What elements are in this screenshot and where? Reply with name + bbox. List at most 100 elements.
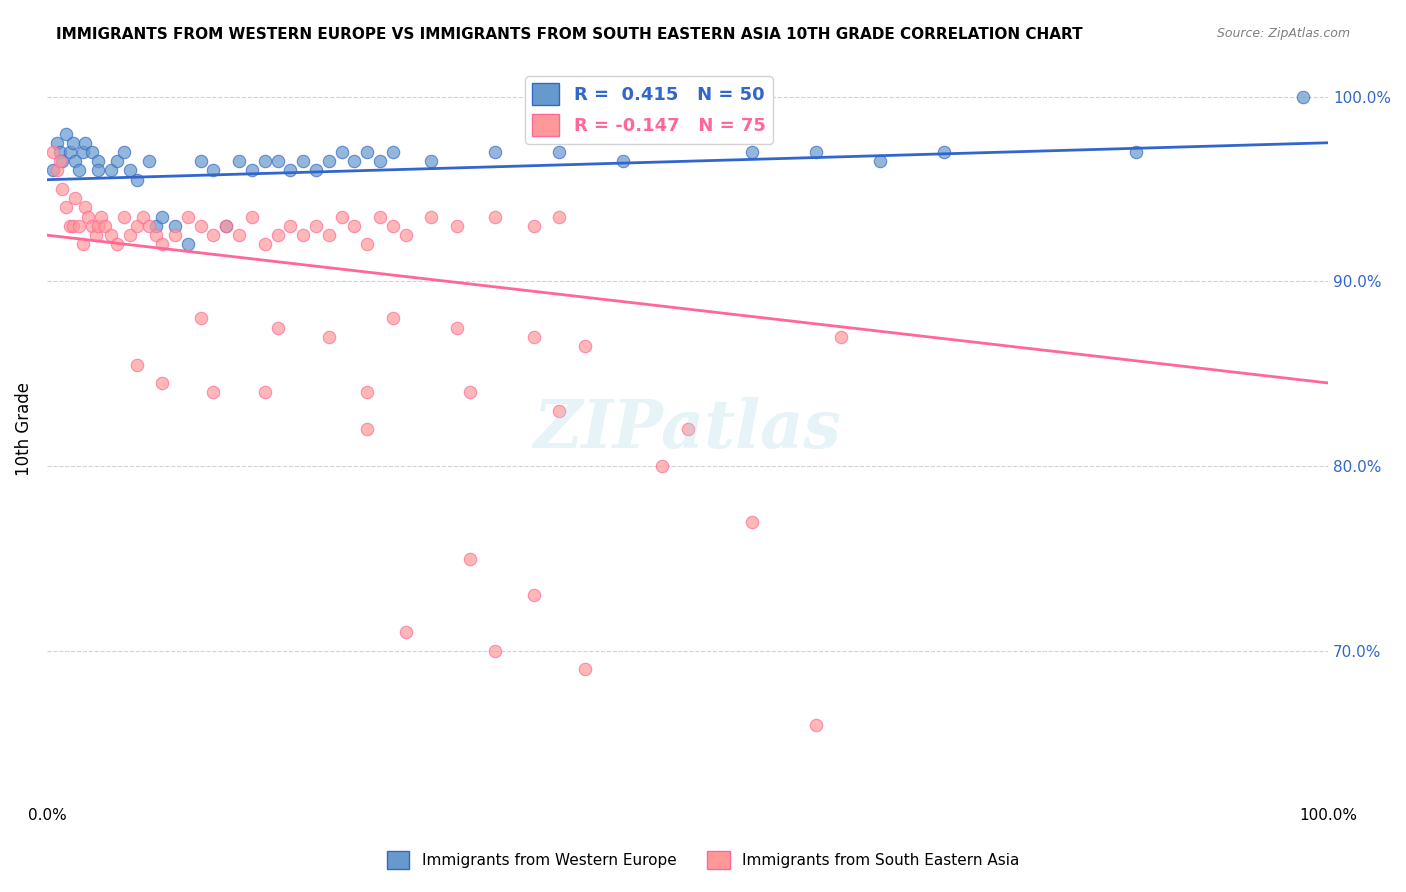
Point	[804, 718, 827, 732]
Text: IMMIGRANTS FROM WESTERN EUROPE VS IMMIGRANTS FROM SOUTH EASTERN ASIA 10TH GRADE : IMMIGRANTS FROM WESTERN EUROPE VS IMMIGR…	[56, 27, 1083, 42]
Point	[368, 154, 391, 169]
Point	[125, 172, 148, 186]
Point	[145, 228, 167, 243]
Point	[75, 136, 97, 150]
Point	[90, 210, 112, 224]
Point	[177, 210, 200, 224]
Point	[202, 163, 225, 178]
Point	[84, 228, 107, 243]
Point	[356, 237, 378, 252]
Point	[228, 154, 250, 169]
Legend: R =  0.415   N = 50, R = -0.147   N = 75: R = 0.415 N = 50, R = -0.147 N = 75	[526, 76, 773, 144]
Point	[266, 154, 288, 169]
Point	[46, 163, 69, 178]
Point	[105, 154, 128, 169]
Point	[548, 210, 571, 224]
Point	[190, 154, 212, 169]
Point	[87, 163, 110, 178]
Point	[87, 219, 110, 233]
Point	[100, 228, 122, 243]
Point	[67, 163, 90, 178]
Point	[163, 219, 186, 233]
Point	[120, 228, 142, 243]
Point	[446, 320, 468, 334]
Point	[356, 145, 378, 159]
Point	[253, 385, 276, 400]
Point	[150, 376, 173, 390]
Point	[266, 228, 288, 243]
Point	[177, 237, 200, 252]
Point	[190, 311, 212, 326]
Point	[202, 385, 225, 400]
Point	[63, 154, 86, 169]
Point	[523, 589, 546, 603]
Point	[150, 237, 173, 252]
Point	[343, 219, 366, 233]
Point	[72, 237, 94, 252]
Point	[51, 182, 73, 196]
Point	[612, 154, 634, 169]
Point	[484, 210, 506, 224]
Point	[55, 127, 77, 141]
Point	[125, 219, 148, 233]
Point	[75, 201, 97, 215]
Point	[163, 228, 186, 243]
Point	[80, 219, 103, 233]
Point	[253, 154, 276, 169]
Point	[676, 422, 699, 436]
Point	[381, 145, 404, 159]
Point	[395, 625, 418, 640]
Point	[138, 154, 160, 169]
Point	[62, 136, 84, 150]
Point	[120, 163, 142, 178]
Point	[651, 459, 673, 474]
Point	[48, 145, 70, 159]
Point	[395, 228, 418, 243]
Point	[55, 201, 77, 215]
Point	[278, 163, 301, 178]
Point	[266, 320, 288, 334]
Legend: Immigrants from Western Europe, Immigrants from South Eastern Asia: Immigrants from Western Europe, Immigran…	[381, 845, 1025, 875]
Point	[72, 145, 94, 159]
Point	[132, 210, 155, 224]
Point	[420, 210, 443, 224]
Point	[202, 228, 225, 243]
Point	[93, 219, 115, 233]
Point	[523, 219, 546, 233]
Point	[446, 219, 468, 233]
Point	[215, 219, 238, 233]
Point	[356, 422, 378, 436]
Point	[381, 219, 404, 233]
Point	[112, 145, 135, 159]
Point	[292, 154, 315, 169]
Point	[741, 145, 763, 159]
Point	[138, 219, 160, 233]
Point	[1125, 145, 1147, 159]
Point	[381, 311, 404, 326]
Point	[343, 154, 366, 169]
Point	[458, 551, 481, 566]
Point	[105, 237, 128, 252]
Point	[484, 145, 506, 159]
Point	[125, 358, 148, 372]
Point	[804, 145, 827, 159]
Point	[63, 191, 86, 205]
Point	[548, 145, 571, 159]
Point	[228, 228, 250, 243]
Point	[87, 154, 110, 169]
Point	[240, 163, 263, 178]
Point	[62, 219, 84, 233]
Point	[305, 219, 328, 233]
Point	[48, 154, 70, 169]
Point	[548, 403, 571, 417]
Text: ZIPatlas: ZIPatlas	[533, 397, 841, 462]
Point	[80, 145, 103, 159]
Point	[42, 145, 65, 159]
Point	[112, 210, 135, 224]
Point	[318, 154, 340, 169]
Point	[356, 385, 378, 400]
Point	[574, 662, 596, 676]
Point	[292, 228, 315, 243]
Point	[420, 154, 443, 169]
Point	[368, 210, 391, 224]
